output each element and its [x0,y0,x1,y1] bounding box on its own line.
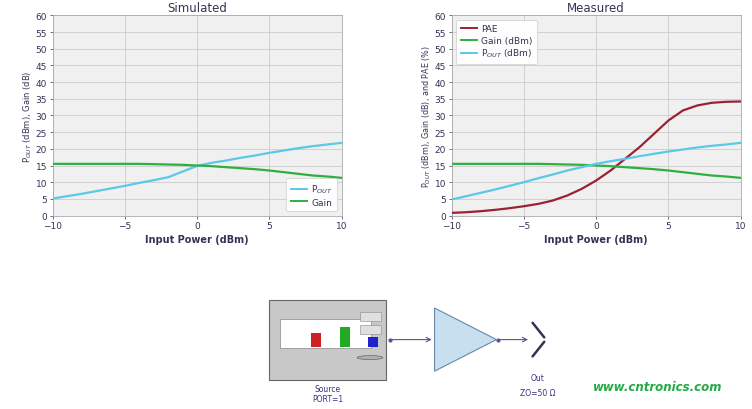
FancyBboxPatch shape [269,300,387,380]
Title: Simulated: Simulated [167,2,227,15]
Title: Measured: Measured [567,2,625,15]
Text: PORT=1: PORT=1 [312,394,344,403]
Circle shape [357,356,383,360]
Text: Out: Out [531,373,544,382]
Text: www.cntronics.com: www.cntronics.com [593,380,723,393]
Y-axis label: P$_{OUT}$ (dBm), Gain (dB): P$_{OUT}$ (dBm), Gain (dB) [22,70,34,162]
Bar [360,312,381,321]
Bar [311,333,321,347]
X-axis label: Input Power (dBm): Input Power (dBm) [544,235,648,245]
FancyBboxPatch shape [280,319,371,348]
Polygon shape [435,308,496,371]
Bar [368,337,378,347]
Bar [340,327,350,347]
Bar [360,326,381,334]
Text: Source: Source [315,384,341,393]
Text: ZO=50 Ω: ZO=50 Ω [520,388,556,397]
Legend: P$_{OUT}$, Gain: P$_{OUT}$, Gain [286,179,337,211]
Y-axis label: P$_{OUT}$ (dBm), Gain (dB), and PAE (%): P$_{OUT}$ (dBm), Gain (dB), and PAE (%) [420,45,433,187]
X-axis label: Input Power (dBm): Input Power (dBm) [145,235,249,245]
Legend: PAE, Gain (dBm), P$_{OUT}$ (dBm): PAE, Gain (dBm), P$_{OUT}$ (dBm) [456,21,537,65]
